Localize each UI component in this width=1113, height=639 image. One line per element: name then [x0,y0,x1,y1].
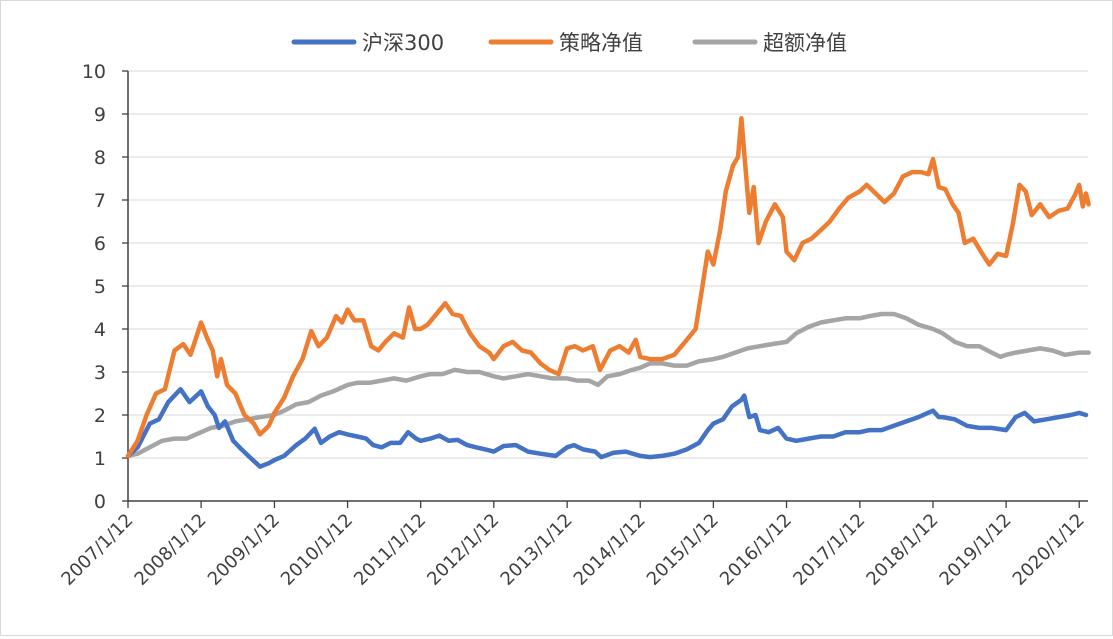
x-tick-label: 2008/1/12 [131,510,211,590]
y-tick-label: 9 [94,104,106,126]
y-tick-label: 10 [82,61,106,83]
legend-label: 策略净值 [559,31,643,55]
legend-label: 沪深300 [362,31,444,55]
x-tick-label: 2012/1/12 [423,510,503,590]
y-tick-label: 8 [94,147,106,169]
series-group [125,116,1091,469]
legend: 沪深300 策略净值 超额净值 [291,31,847,55]
y-tick-label: 2 [94,405,106,427]
series-line-1 [125,116,1091,459]
x-tick-label: 2016/1/12 [716,510,796,590]
x-tick-label: 2013/1/12 [497,510,577,590]
legend-label: 超额净值 [763,31,847,55]
x-tick-label: 2010/1/12 [277,510,357,590]
y-axis-ticks: 0 1 2 3 4 5 6 7 8 9 10 [82,61,128,513]
series-line-2 [125,311,1091,459]
y-tick-label: 6 [94,233,106,255]
y-tick-label: 4 [94,319,106,341]
x-tick-label: 2014/1/12 [570,510,650,590]
y-tick-label: 3 [94,362,106,384]
x-tick-label: 2017/1/12 [789,510,869,590]
x-tick-label: 2011/1/12 [350,510,430,590]
y-tick-label: 1 [94,448,106,470]
series-line-0 [125,386,1089,469]
y-tick-label: 7 [94,190,106,212]
x-tick-label: 2007/1/12 [57,510,137,590]
x-tick-label: 2015/1/12 [643,510,723,590]
y-tick-label: 5 [94,276,106,298]
x-tick-label: 2020/1/12 [1009,510,1089,590]
y-tick-label: 0 [94,491,106,513]
x-tick-label: 2018/1/12 [862,510,942,590]
x-tick-label: 2019/1/12 [936,510,1016,590]
gridlines [128,70,1088,459]
x-tick-label: 2009/1/12 [204,510,284,590]
